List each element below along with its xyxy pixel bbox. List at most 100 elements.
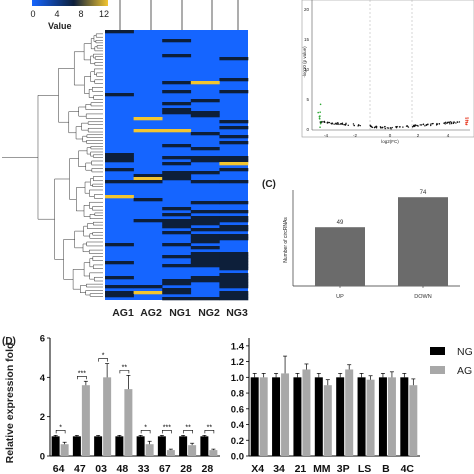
bar-ng [51, 436, 60, 456]
volcano-point [384, 127, 386, 130]
volcano-point [347, 124, 349, 127]
volcano-point [422, 123, 424, 126]
heatmap-cell [190, 237, 220, 241]
volcano-point [436, 123, 438, 125]
significance-bracket [204, 430, 215, 434]
volcano-point [380, 126, 382, 129]
volcano-point [412, 124, 415, 127]
heatmap-cell [162, 213, 192, 217]
heatmap-cell [190, 171, 220, 175]
volcano-point [430, 123, 432, 125]
heatmap-cell [190, 132, 220, 136]
x-category-label: 28 [202, 463, 214, 474]
volcano-point [402, 126, 404, 128]
volcano-point [465, 123, 467, 126]
bar-ng [115, 436, 124, 456]
heatmap-cell [219, 282, 249, 286]
heatmap-cell [105, 195, 134, 199]
volcano-point [386, 127, 389, 129]
x-category-label: X4 [251, 463, 264, 474]
heatmap-cell [162, 156, 192, 160]
volcano-point [338, 123, 340, 126]
heatmap-cell [219, 279, 249, 283]
bar-ag [345, 369, 354, 456]
heatmap-cell [190, 246, 220, 250]
x-category-label: 64 [53, 463, 65, 474]
heatmap-cell [105, 180, 134, 184]
volcano-point [456, 121, 459, 123]
volcano-point [419, 124, 421, 126]
x-category-label: 34 [273, 463, 285, 474]
heatmap-cell [162, 144, 192, 148]
heatmap-cell [190, 219, 220, 223]
heatmap-cell [219, 228, 249, 232]
heatmap-cell [162, 54, 192, 58]
heatmap-cell [219, 225, 249, 229]
significance-label: * [59, 424, 62, 431]
volcano-point [319, 111, 321, 113]
heatmap-column-label: NG1 [169, 307, 191, 319]
y-tick-label: 0.0 [231, 452, 244, 463]
x-category-label: 67 [159, 463, 171, 474]
heatmap-cell [190, 201, 220, 205]
panel-label-c: (C) [262, 179, 276, 190]
panel-d-y-label: Relative expression fold [4, 343, 16, 464]
heatmap-column-label: NG3 [226, 307, 248, 319]
volcano-point [345, 123, 347, 125]
volcano-point [449, 123, 451, 125]
volcano-point [438, 122, 441, 125]
row-dendrogram [2, 33, 103, 297]
volcano-point [369, 125, 372, 127]
legend-colorbar [32, 0, 108, 6]
volcano-point [330, 123, 333, 125]
heatmap-cell [219, 180, 249, 184]
bar-ag [259, 377, 268, 456]
heatmap-cell [219, 210, 249, 214]
x-category-label: 3P [337, 463, 350, 474]
legend-label-ag: AG [457, 365, 472, 377]
heatmap-cell [133, 174, 163, 178]
volcano-point [391, 126, 393, 129]
bar-ag [409, 385, 418, 456]
heatmap-cell [219, 291, 249, 295]
volcano-y-label: -log10 (p value) [302, 46, 307, 78]
heatmap-cell [190, 180, 220, 184]
x-category-label: 21 [295, 463, 307, 474]
volcano-point [452, 122, 455, 125]
volcano-point [319, 103, 322, 106]
panel-c-bar [398, 197, 448, 286]
heatmap-cell [133, 177, 163, 181]
volcano-point [465, 119, 467, 122]
legend-tick: 8 [78, 9, 83, 19]
volcano-point [467, 117, 469, 119]
panel-d: (D) Relative expression fold 0246*64***4… [2, 334, 473, 474]
heatmap-cell [219, 276, 249, 280]
heatmap-cell [133, 117, 163, 121]
bar-ag [103, 377, 112, 456]
heatmap-cell [105, 159, 134, 163]
panel-d-right-chart: 0.0 0.2 0.4 0.6 0.8 1.0 1.2 1.4 X4 34 21 MM 3P LS B 4C [231, 338, 420, 474]
legend-swatch-ng [430, 347, 445, 355]
y-tick-label: 0 [40, 452, 45, 463]
volcano-point [406, 125, 408, 127]
volcano-point [317, 111, 320, 114]
volcano-point [450, 121, 453, 124]
heatmap-column-labels: AG1 AG2 NG1 NG2 NG3 [112, 307, 248, 319]
heatmap-cell [219, 90, 249, 94]
volcano-point [448, 121, 451, 124]
heatmap-cell [105, 291, 134, 295]
volcano-x-tick: 2 [417, 133, 420, 138]
heatmap-cell [162, 279, 192, 283]
bar-ng [200, 436, 209, 456]
bar-ag [124, 389, 133, 456]
x-category-label: 28 [180, 463, 192, 474]
volcano-x-tick: -2 [353, 133, 357, 138]
volcano-point [407, 126, 410, 128]
volcano-point [352, 123, 355, 125]
volcano-point [337, 121, 339, 124]
volcano-point [375, 125, 377, 127]
bar-ag [145, 444, 154, 456]
bar-ag [302, 369, 311, 456]
volcano-y-tick: 15 [304, 37, 310, 42]
heatmap-cell [219, 237, 249, 241]
